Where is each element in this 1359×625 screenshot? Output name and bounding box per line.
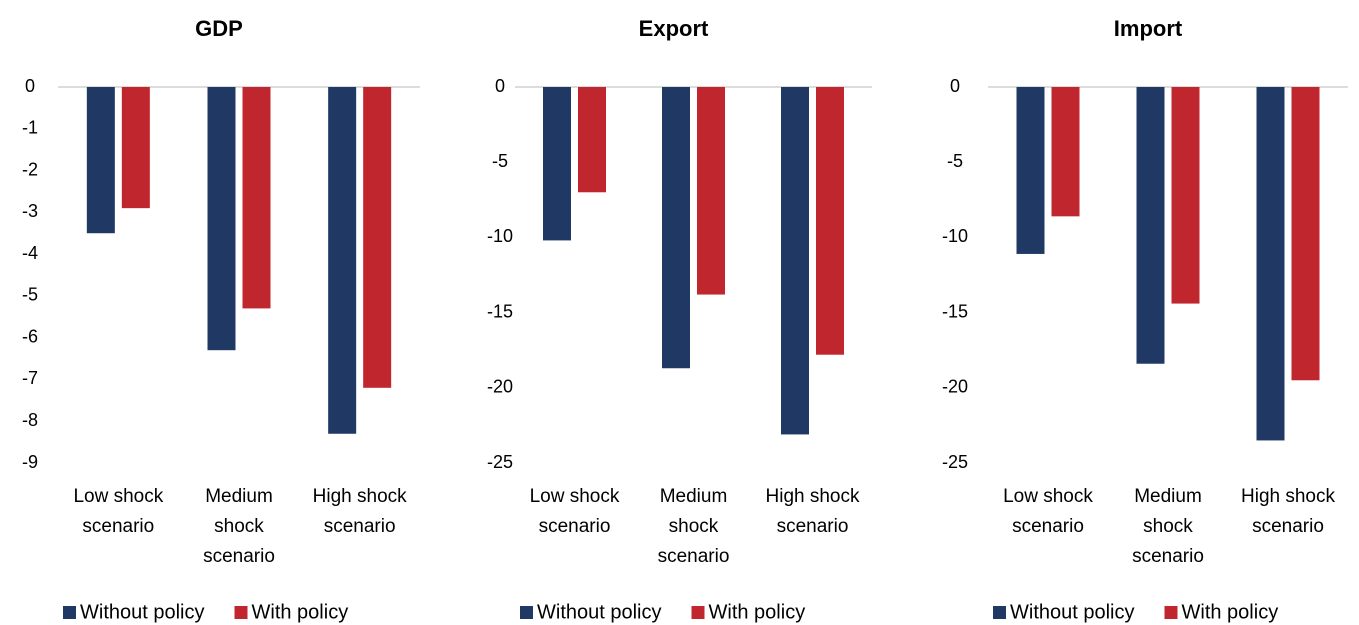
- legend-swatch: [520, 606, 533, 619]
- y-tick-label: -15: [487, 301, 513, 321]
- y-tick-label: -6: [22, 326, 38, 346]
- y-tick-label: -2: [22, 159, 38, 179]
- y-tick-label: -4: [22, 243, 38, 263]
- bar: [697, 87, 725, 295]
- y-tick-label: -5: [22, 285, 38, 305]
- y-tick-label: -25: [487, 452, 513, 472]
- legend-label: Without policy: [537, 601, 662, 623]
- x-tick-label: Medium shock scenario: [1132, 486, 1204, 567]
- y-tick-label: -5: [947, 151, 963, 171]
- bar: [328, 87, 357, 434]
- bar: [781, 87, 809, 435]
- x-tick-label: Medium shock scenario: [657, 486, 730, 567]
- x-label-box: Low shock scenario: [73, 486, 164, 537]
- bar: [1136, 87, 1165, 364]
- y-tick-label: 0: [25, 76, 35, 96]
- bar: [1016, 87, 1045, 254]
- legend-label: Without policy: [1010, 601, 1135, 623]
- x-tick-label: Low shock scenario: [529, 486, 620, 537]
- y-tick-label: -8: [22, 410, 38, 430]
- y-tick-label: -10: [942, 226, 968, 246]
- chart-title: GDP: [195, 16, 243, 41]
- bar: [662, 87, 690, 369]
- bar: [1051, 87, 1080, 217]
- bar: [816, 87, 844, 355]
- bar: [543, 87, 571, 241]
- x-label-box: High shock scenario: [1241, 486, 1335, 537]
- y-tick-label: -10: [487, 226, 513, 246]
- legend-swatch: [234, 606, 248, 619]
- bar: [242, 87, 271, 309]
- y-tick-label: -15: [942, 301, 968, 321]
- bar: [1256, 87, 1285, 441]
- x-label-box: Medium shock scenario: [657, 486, 730, 567]
- bar: [1171, 87, 1200, 304]
- x-tick-label: Low shock scenario: [73, 486, 164, 537]
- x-label-box: Low shock scenario: [529, 486, 620, 537]
- x-tick-label: High shock scenario: [765, 486, 860, 537]
- bar: [86, 87, 115, 234]
- bar: [121, 87, 150, 209]
- legend-label: With policy: [709, 601, 806, 623]
- bar: [363, 87, 392, 388]
- x-label-box: Medium shock scenario: [203, 486, 275, 567]
- y-tick-label: -20: [487, 377, 513, 397]
- y-tick-label: 0: [950, 76, 960, 96]
- bar: [578, 87, 606, 193]
- x-tick-label: Medium shock scenario: [203, 486, 275, 567]
- legend-label: With policy: [1182, 601, 1279, 623]
- legend-swatch: [1164, 606, 1178, 619]
- bar: [207, 87, 236, 351]
- x-tick-label: High shock scenario: [1241, 486, 1335, 537]
- legend-label: With policy: [252, 601, 349, 623]
- legend-label: Without policy: [80, 601, 205, 623]
- x-label-box: High shock scenario: [312, 486, 407, 537]
- y-tick-label: 0: [495, 76, 505, 96]
- legend-swatch: [63, 606, 76, 619]
- chart-title: Export: [639, 16, 709, 41]
- y-tick-label: -7: [22, 368, 38, 388]
- y-tick-label: -20: [942, 377, 968, 397]
- x-label-box: Low shock scenario: [1003, 486, 1093, 537]
- x-tick-label: High shock scenario: [312, 486, 407, 537]
- chart-title: Import: [1114, 16, 1183, 41]
- y-tick-label: -5: [492, 151, 508, 171]
- bar: [1291, 87, 1320, 381]
- x-label-box: High shock scenario: [765, 486, 860, 537]
- y-tick-label: -9: [22, 452, 38, 472]
- y-tick-label: -25: [942, 452, 968, 472]
- x-tick-label: Low shock scenario: [1003, 486, 1093, 537]
- legend-swatch: [691, 606, 705, 619]
- y-tick-label: -3: [22, 201, 38, 221]
- legend-swatch: [993, 606, 1006, 619]
- x-label-box: Medium shock scenario: [1132, 486, 1204, 567]
- y-tick-label: -1: [22, 118, 38, 138]
